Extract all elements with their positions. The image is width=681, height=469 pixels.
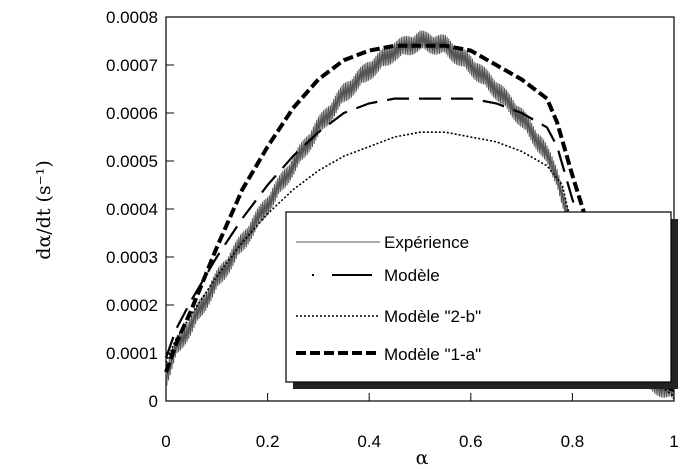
x-tick-label: 0.4 (357, 432, 381, 451)
y-tick-label: 0.0002 (106, 296, 158, 315)
x-tick-label: 0.2 (256, 432, 280, 451)
y-ticks: 0 0.0001 0.0002 0.0003 0.0004 0.0005 0.0006 0.0… (106, 8, 174, 411)
x-tick-label: 0.8 (561, 432, 585, 451)
y-tick-label: 0.0007 (106, 56, 158, 75)
x-axis-title: α (416, 447, 429, 469)
legend-label-experience: Expérience (384, 233, 469, 252)
x-tick-label: 1 (669, 432, 678, 451)
x-tick-label: 0.6 (459, 432, 483, 451)
legend-label-modele: Modèle (384, 266, 440, 285)
y-tick-label: 0.0005 (106, 152, 158, 171)
x-tick-label: 0 (161, 432, 170, 451)
y-tick-label: 0.0003 (106, 248, 158, 267)
y-axis-title: dα/dt (s⁻¹) (33, 160, 55, 259)
series-line-3 (164, 43, 676, 393)
y-tick-label: 0.0008 (106, 8, 158, 27)
legend: Expérience Modèle Modèle "2-b" Modèle "1… (285, 211, 678, 389)
legend-box (285, 211, 672, 383)
y-tick-label: 0.0006 (106, 104, 158, 123)
y-tick-label: 0 (149, 392, 158, 411)
x-ticks: 0 0.2 0.4 0.6 0.8 1 (161, 393, 679, 451)
y-tick-label: 0.0001 (106, 344, 158, 363)
legend-label-2b: Modèle "2-b" (384, 307, 481, 326)
y-tick-label: 0.0004 (106, 200, 158, 219)
legend-label-1a: Modèle "1-a" (384, 345, 481, 364)
